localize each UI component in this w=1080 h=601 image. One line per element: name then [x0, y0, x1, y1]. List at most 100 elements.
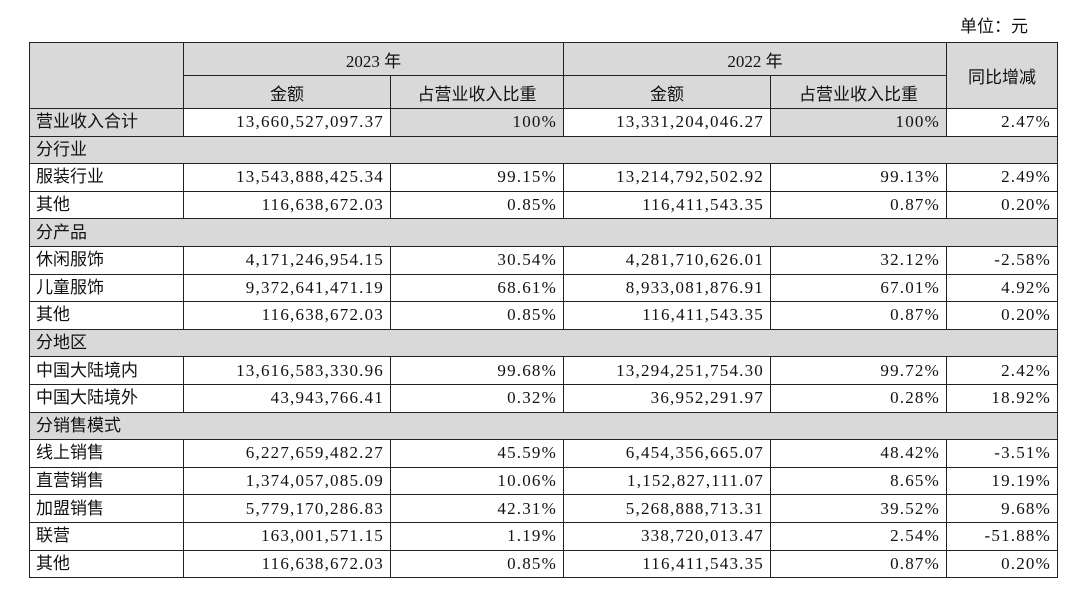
yoy-header: 同比增减 — [946, 42, 1058, 109]
data-row: 中国大陆境内 13,616,583,330.96 99.68% 13,294,251,… — [29, 356, 1058, 385]
cell: 13,616,583,330.96 — [183, 356, 391, 385]
row-label: 其他 — [29, 190, 184, 220]
cell: 8,933,081,876.91 — [563, 273, 771, 303]
section-row: 分产品 — [29, 218, 1058, 247]
cell: 1.19% — [390, 521, 564, 551]
row-label: 儿童服饰 — [29, 273, 184, 303]
data-row: 中国大陆境外 43,943,766.41 0.32% 36,952,291.97 0.2… — [29, 383, 1058, 413]
row-label: 其他 — [29, 549, 184, 579]
row-label: 中国大陆境内 — [29, 356, 184, 385]
cell: -51.88% — [946, 521, 1058, 551]
cell: 0.20% — [946, 190, 1058, 220]
row-label: 服装行业 — [29, 163, 184, 192]
cell: -3.51% — [946, 439, 1058, 468]
cell: 2.54% — [770, 521, 947, 551]
data-row: 服装行业 13,543,888,425.34 99.15% 13,214,792,50… — [29, 163, 1058, 192]
cell: 67.01% — [770, 273, 947, 303]
corner-cell — [29, 42, 184, 109]
revenue-table: 2023 年 2022 年 同比增减 金额 占营业收入比重 金额 占营业收入比重… — [29, 42, 1058, 579]
row-label: 加盟销售 — [29, 494, 184, 523]
cell: 13,294,251,754.30 — [563, 356, 771, 385]
data-row: 直营销售 1,374,057,085.09 10.06% 1,152,827,111.… — [29, 466, 1058, 496]
cell: 8.65% — [770, 466, 947, 496]
cell: 5,268,888,713.31 — [563, 494, 771, 523]
header-row: 2023 年 2022 年 同比增减 — [29, 42, 1058, 109]
cell: 36,952,291.97 — [563, 383, 771, 413]
data-row: 其他 116,638,672.03 0.85% 116,411,543.35 0.87%… — [29, 190, 1058, 220]
cell: 39.52% — [770, 494, 947, 523]
data-row: 其他 116,638,672.03 0.85% 116,411,543.35 0.87%… — [29, 301, 1058, 330]
year-header: 2022 年 — [563, 42, 947, 76]
cell: 2.49% — [946, 163, 1058, 192]
row-label: 休闲服饰 — [29, 245, 184, 275]
cell: 42.31% — [390, 494, 564, 523]
cell: 0.85% — [390, 549, 564, 579]
row-label: 其他 — [29, 301, 184, 330]
section-row: 分地区 — [29, 328, 1058, 358]
cell: 10.06% — [390, 466, 564, 496]
cell: 338,720,013.47 — [563, 521, 771, 551]
subheader: 占营业收入比重 — [770, 75, 947, 109]
row-label: 营业收入合计 — [29, 108, 184, 137]
cell: 30.54% — [390, 245, 564, 275]
year-header: 2023 年 — [183, 42, 564, 76]
section-label: 分产品 — [29, 218, 1058, 247]
cell: 5,779,170,286.83 — [183, 494, 391, 523]
cell: 2.42% — [946, 356, 1058, 385]
cell: 13,543,888,425.34 — [183, 163, 391, 192]
cell: 6,227,659,482.27 — [183, 439, 391, 468]
cell: 100% — [770, 108, 947, 137]
section-label: 分销售模式 — [29, 411, 1058, 441]
table-body: 营业收入合计 13,660,527,097.37 100% 13,331,204,04… — [29, 108, 1058, 579]
cell: 0.85% — [390, 301, 564, 330]
section-label: 分行业 — [29, 135, 1058, 165]
cell: 1,374,057,085.09 — [183, 466, 391, 496]
cell: 116,411,543.35 — [563, 301, 771, 330]
cell: 2.47% — [946, 108, 1058, 137]
cell: 0.85% — [390, 190, 564, 220]
cell: 43,943,766.41 — [183, 383, 391, 413]
cell: 99.72% — [770, 356, 947, 385]
cell: 18.92% — [946, 383, 1058, 413]
data-row: 加盟销售 5,779,170,286.83 42.31% 5,268,888,713.… — [29, 494, 1058, 523]
cell: 100% — [390, 108, 564, 137]
cell: 0.28% — [770, 383, 947, 413]
row-label: 线上销售 — [29, 439, 184, 468]
cell: 48.42% — [770, 439, 947, 468]
data-row: 休闲服饰 4,171,246,954.15 30.54% 4,281,710,626.… — [29, 245, 1058, 275]
subheader: 金额 — [563, 75, 771, 109]
cell: 0.20% — [946, 301, 1058, 330]
cell: 4,171,246,954.15 — [183, 245, 391, 275]
cell: 6,454,356,665.07 — [563, 439, 771, 468]
cell: 0.32% — [390, 383, 564, 413]
data-row: 线上销售 6,227,659,482.27 45.59% 6,454,356,665.… — [29, 439, 1058, 468]
cell: 0.87% — [770, 190, 947, 220]
cell: 68.61% — [390, 273, 564, 303]
cell: 45.59% — [390, 439, 564, 468]
cell: 32.12% — [770, 245, 947, 275]
cell: 116,638,672.03 — [183, 549, 391, 579]
data-row: 儿童服饰 9,372,641,471.19 68.61% 8,933,081,876.… — [29, 273, 1058, 303]
unit-label: 单位：元 — [960, 17, 1028, 36]
row-label: 直营销售 — [29, 466, 184, 496]
cell: 19.19% — [946, 466, 1058, 496]
subheader: 占营业收入比重 — [390, 75, 564, 109]
cell: 0.87% — [770, 549, 947, 579]
cell: 116,411,543.35 — [563, 549, 771, 579]
data-row: 其他 116,638,672.03 0.85% 116,411,543.35 0.87%… — [29, 549, 1058, 579]
cell: 99.68% — [390, 356, 564, 385]
cell: 9.68% — [946, 494, 1058, 523]
cell: 1,152,827,111.07 — [563, 466, 771, 496]
subheader: 金额 — [183, 75, 391, 109]
data-row: 联营 163,001,571.15 1.19% 338,720,013.47 2.54%… — [29, 521, 1058, 551]
subheader-row: 金额 占营业收入比重 金额 占营业收入比重 — [30, 75, 1058, 109]
cell: 116,638,672.03 — [183, 190, 391, 220]
data-row: 营业收入合计 13,660,527,097.37 100% 13,331,204,04… — [29, 108, 1058, 137]
cell: 4.92% — [946, 273, 1058, 303]
cell: 116,638,672.03 — [183, 301, 391, 330]
cell: 13,331,204,046.27 — [563, 108, 771, 137]
table-head: 2023 年 2022 年 同比增减 金额 占营业收入比重 金额 占营业收入比重 — [29, 42, 1058, 109]
cell: 13,660,527,097.37 — [183, 108, 391, 137]
cell: 163,001,571.15 — [183, 521, 391, 551]
